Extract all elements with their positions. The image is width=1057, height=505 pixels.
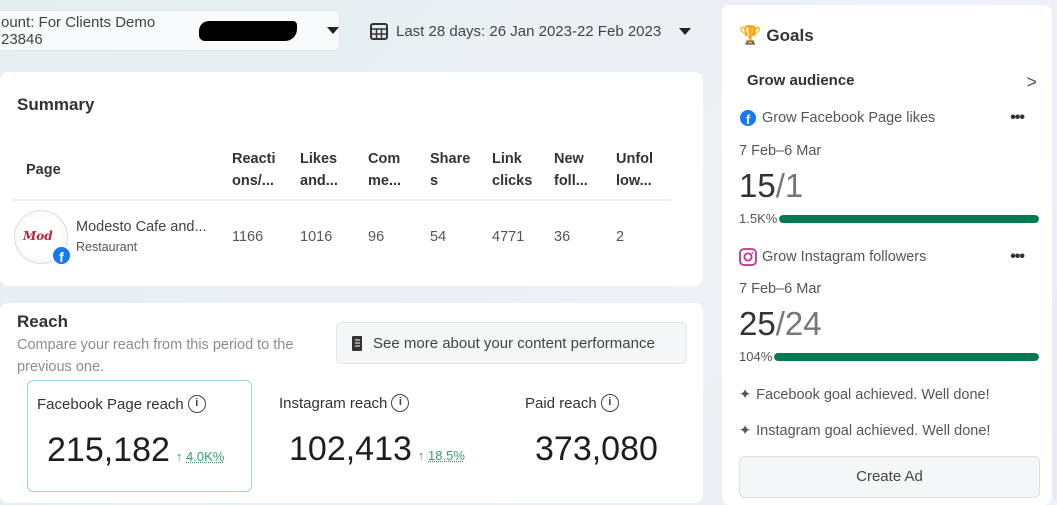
shares-value: 54	[430, 200, 492, 272]
page-cell: Mod f Modesto Cafe and... Restaurant	[13, 200, 232, 272]
goal-instagram-label: Grow Instagram followers	[739, 248, 926, 266]
chevron-down-icon	[327, 27, 339, 34]
progress-fill	[774, 353, 1039, 361]
metric-instagram-reach[interactable]: Instagram reach i 102,413 ↑ 18.5%	[270, 380, 495, 492]
achievement-instagram: ✦ Instagram goal achieved. Well done!	[739, 423, 990, 439]
info-icon[interactable]: i	[601, 394, 619, 412]
more-options-icon[interactable]: •••	[1010, 248, 1024, 266]
page-avatar: Mod f	[14, 210, 68, 264]
change-value: 18.5%	[428, 448, 465, 463]
notebook-icon	[351, 336, 363, 351]
goal-percent: 1.5K%	[739, 211, 777, 226]
chevron-right-icon: >	[1026, 72, 1037, 93]
see-more-label: See more about your content performance	[373, 335, 655, 352]
grow-audience-label: Grow audience	[747, 72, 855, 93]
column-header-unfollows[interactable]: Unfol low...	[616, 140, 671, 200]
metric-label: Facebook Page reach	[37, 396, 184, 413]
reach-subtitle: Compare your reach from this period to t…	[17, 334, 327, 378]
goal-progress-bar: 104%	[739, 349, 1039, 364]
new-followers-value: 36	[554, 200, 616, 272]
sparkle-icon: ✦	[739, 423, 751, 439]
goal-percent: 104%	[739, 349, 772, 364]
change-indicator: ↑ 4.0K%	[176, 449, 224, 464]
info-icon[interactable]: i	[391, 394, 409, 412]
chevron-down-icon	[679, 28, 691, 35]
trophy-icon: 🏆	[739, 25, 761, 46]
goal-label: Grow Facebook Page likes	[762, 110, 935, 126]
reach-card: Reach Compare your reach from this perio…	[0, 303, 703, 503]
metric-value: 373,080	[535, 430, 658, 468]
column-header-reactions[interactable]: Reacti ons/...	[232, 140, 300, 200]
goal-progress-bar: 1.5K%	[739, 211, 1039, 226]
see-more-button[interactable]: See more about your content performance	[336, 322, 687, 364]
summary-title: Summary	[17, 95, 94, 115]
metric-value: 102,413	[289, 430, 412, 468]
column-header-comments[interactable]: Com me...	[368, 140, 430, 200]
goals-title: Goals	[766, 26, 813, 46]
likes-value: 1016	[300, 200, 368, 272]
account-selector[interactable]: ount: For Clients Demo 23846	[0, 10, 340, 51]
create-ad-button[interactable]: Create Ad	[739, 456, 1040, 498]
unfollows-value: 2	[616, 200, 671, 272]
summary-card: Summary Page Reacti ons/... Likes and...…	[0, 72, 703, 286]
column-header-page[interactable]: Page	[13, 140, 232, 200]
achievement-facebook: ✦ Facebook goal achieved. Well done!	[739, 387, 990, 403]
goal-label: Grow Instagram followers	[762, 249, 926, 265]
reactions-value: 1166	[232, 200, 300, 272]
grow-audience-link[interactable]: Grow audience >	[747, 72, 1037, 93]
column-header-likes[interactable]: Likes and...	[300, 140, 368, 200]
instagram-icon	[739, 248, 757, 266]
page-category: Restaurant	[76, 240, 207, 254]
goals-panel: 🏆 Goals Grow audience > f Grow Facebook Pag…	[722, 5, 1052, 505]
goal-target: /1	[776, 167, 804, 204]
goal-current: 15	[739, 167, 776, 204]
reach-title: Reach	[17, 312, 68, 332]
calendar-icon	[370, 22, 388, 40]
column-header-link-clicks[interactable]: Link clicks	[492, 140, 554, 200]
metric-label: Paid reach	[525, 395, 597, 412]
account-label: ount: For Clients Demo 23846	[1, 14, 197, 48]
goal-target: /24	[776, 305, 822, 342]
summary-table: Page Reacti ons/... Likes and... Com me.…	[13, 140, 671, 272]
redaction-mark	[199, 21, 297, 41]
metric-value: 215,182	[47, 431, 170, 469]
date-range-selector[interactable]: Last 28 days: 26 Jan 2023-22 Feb 2023	[370, 18, 691, 44]
comments-value: 96	[368, 200, 430, 272]
goal-current: 25	[739, 305, 776, 342]
column-header-shares[interactable]: Share s	[430, 140, 492, 200]
facebook-icon: f	[52, 246, 71, 265]
achievement-text: Instagram goal achieved. Well done!	[756, 423, 990, 439]
metric-paid-reach[interactable]: Paid reach i 373,080	[516, 380, 696, 492]
metric-facebook-page-reach[interactable]: Facebook Page reach i 215,182 ↑ 4.0K%	[27, 380, 252, 492]
facebook-icon: f	[739, 109, 757, 127]
column-header-new-followers[interactable]: New foll...	[554, 140, 616, 200]
goal-period: 7 Feb–6 Mar	[739, 143, 821, 159]
page-logo-text: Mod	[23, 229, 53, 243]
table-row[interactable]: Mod f Modesto Cafe and... Restaurant 1166 …	[13, 200, 671, 272]
change-value: 4.0K%	[186, 449, 224, 464]
change-indicator: ↑ 18.5%	[418, 448, 465, 463]
metric-label: Instagram reach	[279, 395, 387, 412]
goal-facebook-label: f Grow Facebook Page likes	[739, 109, 935, 127]
sparkle-icon: ✦	[739, 387, 751, 403]
link-clicks-value: 4771	[492, 200, 554, 272]
progress-fill	[779, 215, 1039, 223]
info-icon[interactable]: i	[188, 395, 206, 413]
page-name[interactable]: Modesto Cafe and...	[76, 219, 207, 235]
goal-progress-count: 25/24	[739, 305, 822, 343]
goal-period: 7 Feb–6 Mar	[739, 281, 821, 297]
goal-progress-count: 15/1	[739, 167, 803, 205]
achievement-text: Facebook goal achieved. Well done!	[756, 387, 990, 403]
date-range-label: Last 28 days: 26 Jan 2023-22 Feb 2023	[396, 23, 661, 40]
more-options-icon[interactable]: •••	[1010, 109, 1024, 127]
